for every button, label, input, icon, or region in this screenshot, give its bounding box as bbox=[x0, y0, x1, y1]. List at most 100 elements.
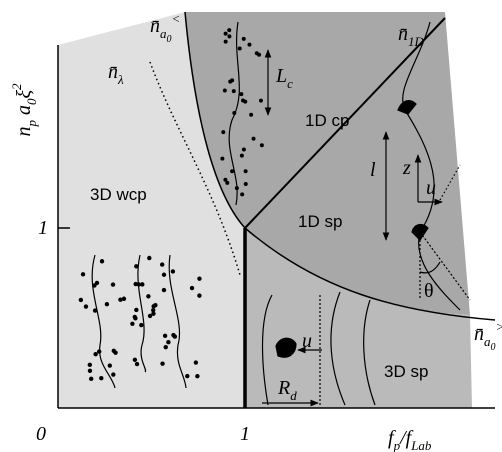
particle bbox=[84, 304, 88, 308]
particle bbox=[223, 88, 227, 92]
particle bbox=[137, 282, 141, 286]
label-part: l bbox=[370, 159, 376, 181]
particle bbox=[163, 334, 167, 338]
particle bbox=[240, 154, 244, 158]
particle bbox=[160, 262, 164, 266]
particle bbox=[224, 40, 228, 44]
particle bbox=[195, 374, 199, 378]
particle bbox=[190, 286, 194, 290]
label-part: 3D sp bbox=[384, 362, 428, 381]
label-part: 1D sp bbox=[298, 212, 342, 231]
particle bbox=[93, 308, 97, 312]
particle bbox=[244, 169, 248, 173]
label-part: 1 bbox=[38, 217, 48, 239]
label-part: d bbox=[290, 388, 297, 403]
label-part: λ bbox=[117, 72, 124, 87]
particle bbox=[224, 32, 228, 36]
label-part: 1D bbox=[408, 34, 425, 49]
particle bbox=[134, 308, 138, 312]
particle bbox=[112, 349, 116, 353]
label-phase-1d-sp: 1D sp bbox=[298, 212, 342, 231]
label-part: n̄ bbox=[398, 23, 408, 45]
particle bbox=[240, 192, 244, 196]
particle bbox=[162, 288, 166, 292]
particle bbox=[244, 182, 248, 186]
particle bbox=[227, 34, 231, 38]
particle bbox=[228, 80, 232, 84]
label-part: 0 bbox=[491, 342, 496, 353]
particle bbox=[232, 89, 236, 93]
particle bbox=[227, 28, 231, 32]
particle bbox=[239, 92, 243, 96]
particle bbox=[133, 315, 137, 319]
particle bbox=[118, 297, 122, 301]
particle bbox=[153, 303, 157, 307]
particle bbox=[88, 363, 92, 367]
particle bbox=[242, 37, 246, 41]
particle bbox=[81, 272, 85, 276]
label-theta: θ bbox=[424, 280, 434, 302]
particle bbox=[164, 345, 168, 349]
particle bbox=[111, 282, 115, 286]
particle bbox=[147, 256, 151, 260]
label-part: c bbox=[287, 76, 293, 91]
particle bbox=[79, 298, 83, 302]
particle bbox=[166, 340, 170, 344]
particle bbox=[139, 323, 143, 327]
label-part: 3D wcp bbox=[90, 185, 147, 204]
particle bbox=[232, 111, 236, 115]
label-y-tick-1: 1 bbox=[38, 217, 48, 239]
label-l: l bbox=[370, 159, 376, 181]
particle bbox=[221, 130, 225, 134]
label-phase-3d-sp: 3D sp bbox=[384, 362, 428, 381]
label-part: > bbox=[496, 319, 502, 334]
label-phase-1d-cp: 1D cp bbox=[305, 111, 349, 130]
label-part: 1D cp bbox=[305, 111, 349, 130]
particle bbox=[197, 293, 201, 297]
particle bbox=[260, 143, 264, 147]
particle bbox=[255, 51, 259, 55]
particle bbox=[133, 358, 137, 362]
label-part: n̄ bbox=[150, 15, 160, 37]
particle bbox=[197, 276, 201, 280]
label-u-lower: u bbox=[302, 330, 312, 352]
particle bbox=[194, 360, 198, 364]
label-part: n bbox=[13, 127, 35, 137]
particle bbox=[230, 169, 234, 173]
particle bbox=[111, 372, 115, 376]
particle bbox=[249, 113, 253, 117]
particle bbox=[100, 259, 104, 263]
particle bbox=[185, 374, 189, 378]
phase-diagram: np a0ξ2101fp/fLabn̄a0<n̄1Dn̄λLc1D cp3D w… bbox=[0, 0, 502, 452]
label-z: z bbox=[402, 157, 411, 179]
particle bbox=[243, 100, 247, 104]
particle bbox=[108, 363, 112, 367]
particle bbox=[247, 43, 251, 47]
particle bbox=[146, 294, 150, 298]
particle bbox=[97, 349, 101, 353]
label-part: θ bbox=[424, 280, 434, 302]
label-part: 0 bbox=[167, 34, 172, 45]
particle bbox=[105, 302, 109, 306]
label-x-axis: fp/fLab bbox=[388, 427, 432, 452]
label-part: R bbox=[277, 377, 290, 399]
particle bbox=[89, 377, 93, 381]
label-origin: 0 bbox=[36, 423, 46, 445]
particle bbox=[135, 362, 139, 366]
label-part: z bbox=[402, 157, 411, 179]
label-x-tick-1: 1 bbox=[240, 423, 250, 445]
particle bbox=[259, 99, 263, 103]
particle bbox=[130, 322, 134, 326]
particle bbox=[220, 157, 224, 161]
particle bbox=[88, 369, 92, 373]
label-part: n̄ bbox=[474, 323, 484, 345]
label-part: Lab bbox=[410, 438, 432, 452]
particle bbox=[171, 269, 175, 273]
label-n-a0-upper: n̄a0> bbox=[474, 319, 502, 353]
particle bbox=[160, 361, 164, 365]
label-part: u bbox=[426, 177, 436, 199]
particle bbox=[235, 186, 239, 190]
label-part: u bbox=[302, 330, 312, 352]
label-part: 0 bbox=[36, 423, 46, 445]
label-u-upper: u bbox=[426, 177, 436, 199]
